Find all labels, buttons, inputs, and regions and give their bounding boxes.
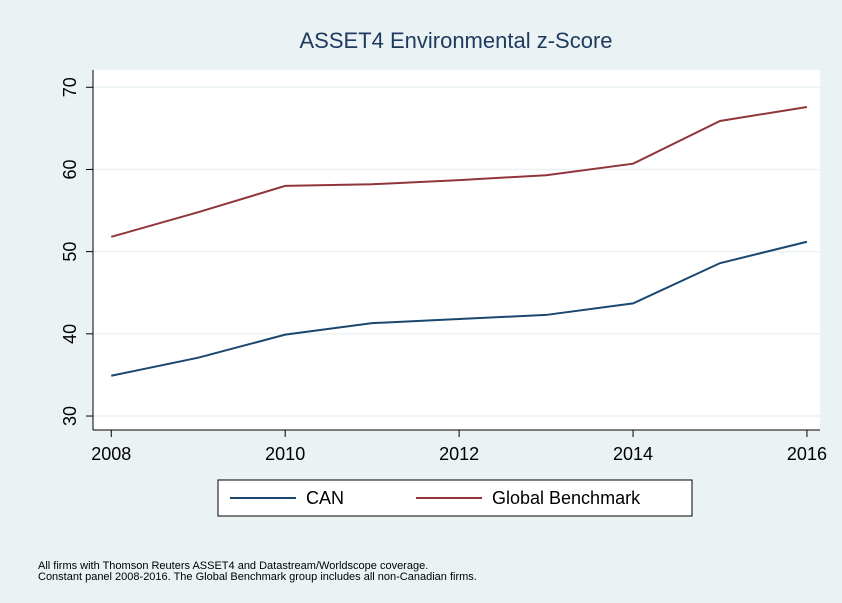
note: Constant panel 2008-2016. The Global Ben… [38,571,477,583]
chart-title: ASSET4 Environmental z-Score [299,28,612,53]
x-tick-label: 2012 [439,444,479,464]
x-tick-label: 2016 [787,444,827,464]
x-tick-label: 2008 [91,444,131,464]
line-series [111,240,808,377]
legend-label: CAN [306,488,344,508]
line-series [110,105,808,238]
x-tick-label: 2010 [265,444,305,464]
y-tick-label: 60 [60,159,80,179]
plot-area [93,70,820,430]
note: All firms with Thomson Reuters ASSET4 an… [38,560,428,572]
legend-label: Global Benchmark [492,488,641,508]
x-tick-label: 2014 [613,444,653,464]
y-tick-label: 40 [60,324,80,344]
y-tick-label: 50 [60,242,80,262]
y-tick-label: 30 [60,406,80,426]
y-tick-label: 70 [60,77,80,97]
